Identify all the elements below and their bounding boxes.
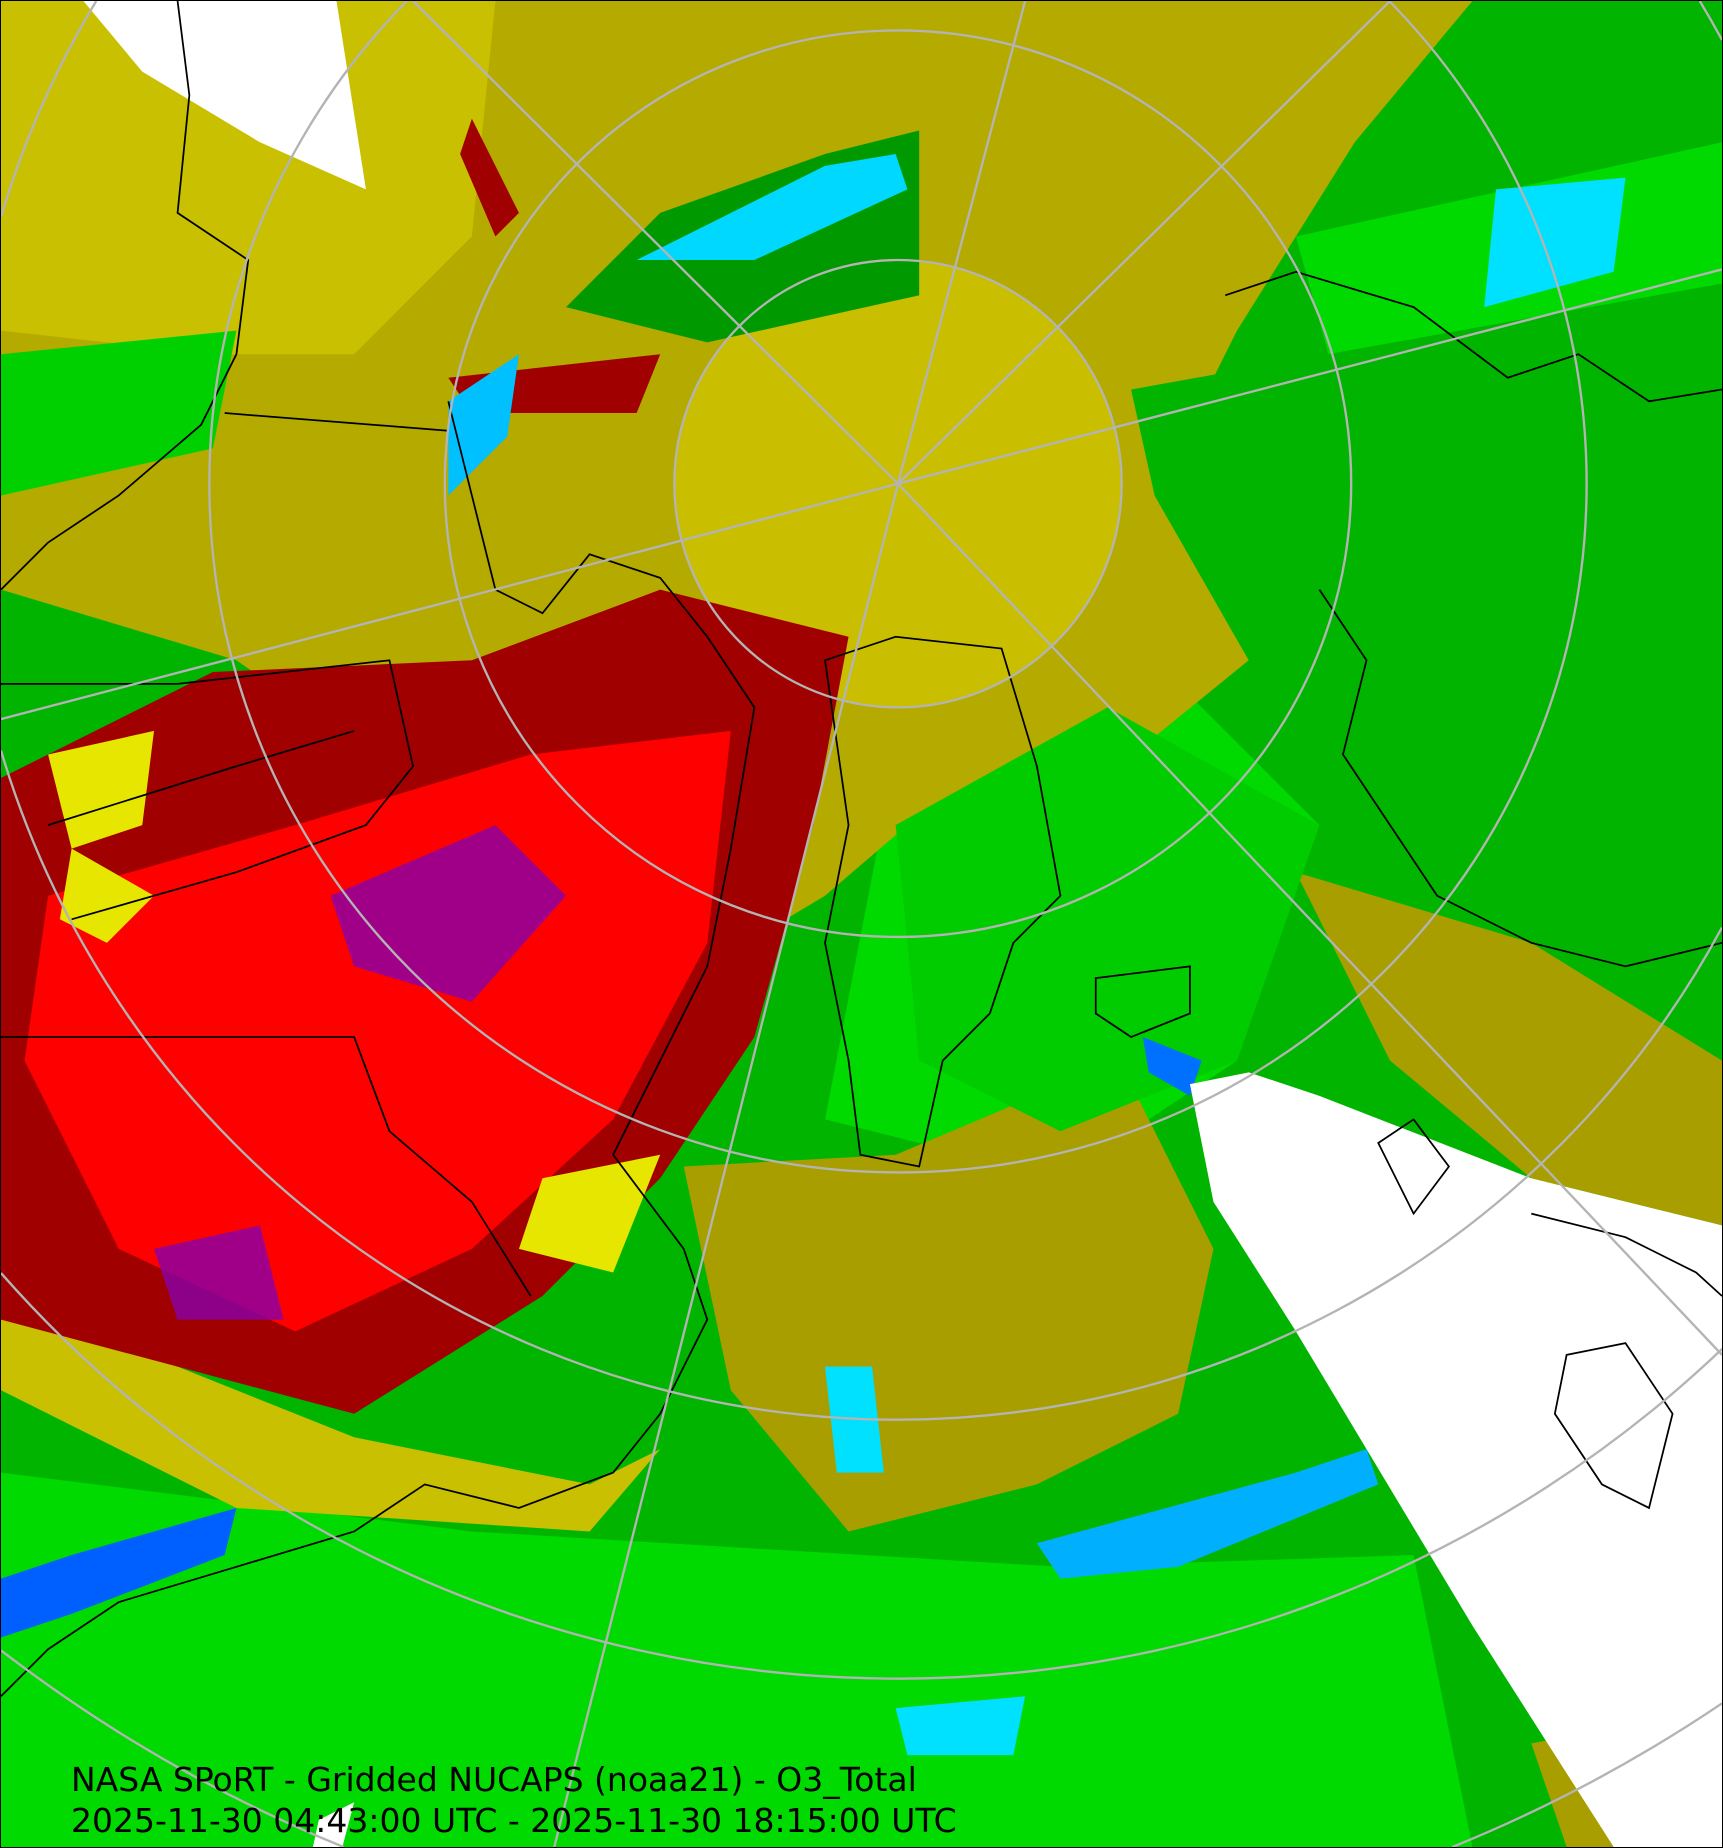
meridian — [897, 1, 1391, 485]
latitude-circle — [673, 258, 1123, 709]
latitude-circle — [1, 1649, 1722, 1847]
meridian — [896, 1, 1027, 484]
map-time-range: 2025-11-30 04:43:00 UTC - 2025-11-30 18:… — [71, 1801, 957, 1840]
field-cyan — [1, 154, 1626, 1756]
meridian — [1, 482, 899, 721]
coastlines — [1, 1, 1722, 1697]
latitude-circle — [1, 1272, 1722, 1680]
field-red — [1, 118, 849, 1414]
no-data-regions — [83, 1, 1722, 1847]
meridian — [897, 482, 1722, 1356]
meridian — [897, 268, 1722, 485]
map-title: NASA SPoRT - Gridded NUCAPS (noaa21) - O… — [71, 1760, 917, 1799]
meridian — [553, 483, 900, 1847]
latitude-circle — [1, 1, 1722, 1421]
latitude-circle — [208, 1, 1588, 1174]
meridian — [412, 1, 899, 485]
latitude-circle — [443, 29, 1353, 939]
